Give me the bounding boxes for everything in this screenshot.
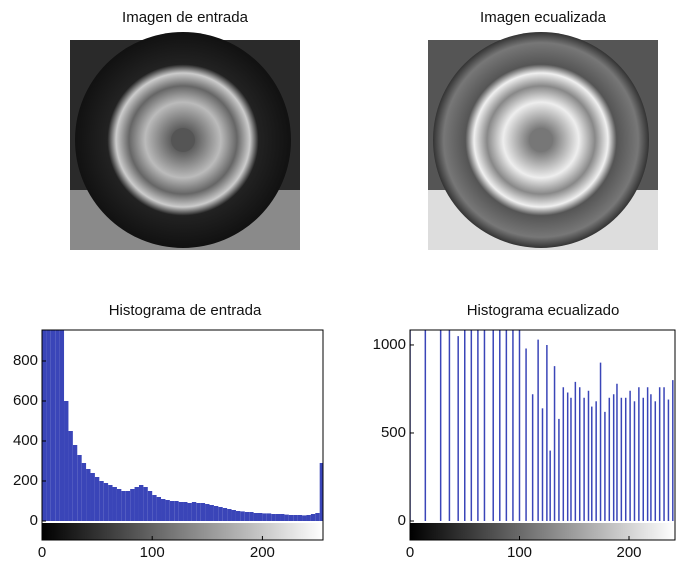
plot bbox=[42, 330, 323, 521]
bar bbox=[169, 501, 175, 521]
bar bbox=[103, 483, 109, 521]
bar bbox=[191, 502, 197, 521]
image-title: Imagen ecualizada bbox=[480, 9, 607, 26]
bar bbox=[161, 499, 166, 521]
bar bbox=[174, 501, 179, 521]
bar bbox=[262, 513, 267, 521]
axes-box bbox=[41, 329, 324, 541]
axes-box bbox=[409, 329, 676, 541]
chart-title: Histograma de entrada bbox=[109, 302, 262, 319]
bar bbox=[249, 512, 254, 521]
input-image bbox=[70, 32, 300, 250]
x-tick-label: 200 bbox=[616, 544, 641, 561]
bar bbox=[147, 491, 153, 521]
bar bbox=[165, 500, 170, 521]
bar bbox=[200, 503, 206, 521]
bar bbox=[302, 515, 307, 521]
bar bbox=[222, 508, 228, 521]
y-tick-label: 800 bbox=[13, 352, 38, 369]
bar bbox=[266, 513, 272, 521]
y-tick-label: 500 bbox=[381, 424, 406, 441]
bar bbox=[59, 330, 65, 521]
x-tick-label: 0 bbox=[406, 544, 414, 561]
bar bbox=[231, 510, 236, 521]
bar bbox=[240, 511, 245, 521]
bar bbox=[306, 515, 311, 521]
bar bbox=[64, 401, 69, 521]
y-tick-label: 0 bbox=[398, 512, 406, 529]
bar bbox=[90, 473, 95, 521]
bar bbox=[156, 497, 162, 521]
bar bbox=[227, 509, 232, 521]
bar bbox=[108, 485, 113, 521]
bar bbox=[183, 502, 188, 521]
x-tick-label: 100 bbox=[140, 544, 165, 561]
bar bbox=[275, 514, 281, 521]
bar bbox=[280, 514, 285, 521]
x-tick-label: 200 bbox=[250, 544, 275, 561]
bar bbox=[94, 477, 100, 521]
colorbar bbox=[42, 523, 323, 540]
bar bbox=[310, 514, 316, 521]
bar bbox=[112, 487, 117, 521]
bar bbox=[196, 503, 201, 521]
bar bbox=[319, 463, 323, 521]
image-title: Imagen de entrada bbox=[122, 9, 249, 26]
bar bbox=[218, 507, 223, 521]
bar bbox=[125, 491, 131, 521]
bar bbox=[205, 504, 210, 521]
bar bbox=[297, 515, 303, 521]
x-tick-label: 100 bbox=[507, 544, 532, 561]
bar bbox=[130, 489, 135, 521]
bar bbox=[138, 485, 144, 521]
x-tick-label: 0 bbox=[38, 544, 46, 561]
bar bbox=[68, 431, 73, 521]
bar bbox=[152, 495, 157, 521]
bar bbox=[121, 491, 126, 521]
bar bbox=[284, 514, 289, 521]
bar bbox=[42, 330, 47, 521]
equalized-image bbox=[428, 32, 658, 250]
bar bbox=[271, 514, 276, 521]
bar bbox=[244, 512, 250, 521]
bar bbox=[46, 330, 51, 521]
bar bbox=[288, 515, 294, 521]
bar bbox=[315, 513, 320, 521]
bar bbox=[116, 489, 122, 521]
y-tick-label: 400 bbox=[13, 432, 38, 449]
bar bbox=[257, 513, 263, 521]
colorbar bbox=[410, 522, 675, 540]
bar bbox=[86, 469, 91, 521]
bar bbox=[99, 481, 104, 521]
bar bbox=[134, 487, 139, 521]
bar bbox=[187, 503, 192, 521]
bar bbox=[81, 463, 87, 521]
bar bbox=[143, 487, 148, 521]
y-tick-label: 1000 bbox=[373, 336, 406, 353]
bar bbox=[209, 505, 214, 521]
bar bbox=[293, 515, 298, 521]
bar bbox=[178, 502, 184, 521]
plot bbox=[410, 330, 674, 521]
bar bbox=[55, 330, 60, 521]
bar bbox=[253, 513, 258, 521]
bar bbox=[77, 455, 82, 521]
chart-title: Histograma ecualizado bbox=[467, 302, 620, 319]
y-tick-label: 200 bbox=[13, 472, 38, 489]
bar bbox=[72, 445, 78, 521]
y-tick-label: 0 bbox=[30, 512, 38, 529]
bar bbox=[235, 511, 241, 521]
bar bbox=[213, 506, 219, 521]
y-tick-label: 600 bbox=[13, 392, 38, 409]
bar bbox=[50, 330, 56, 521]
